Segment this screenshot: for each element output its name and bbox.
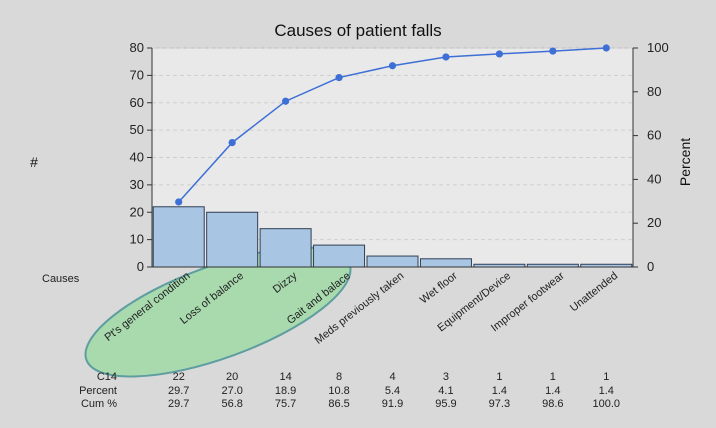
y-tick-label: 50: [130, 122, 144, 137]
y-axis-right: 0 20 40 60 80 100: [632, 40, 669, 274]
chart-title: Causes of patient falls: [274, 21, 441, 40]
y-tick-label: 80: [130, 40, 144, 55]
bar: [259, 228, 312, 268]
y2-tick-label: 20: [647, 215, 661, 230]
table-cell: 10.8: [328, 385, 349, 397]
category-label: Unattended: [568, 270, 620, 314]
y-tick-label: 70: [130, 67, 144, 82]
table-cell: 22: [173, 371, 185, 383]
table-cell: 1: [550, 371, 556, 383]
table-cell: 29.7: [168, 385, 189, 397]
cumulative-point: [228, 139, 236, 147]
bars: [152, 206, 633, 268]
cumulative-line: [175, 44, 610, 206]
data-table: C14 22 20 14 8 4 3 1 1 1 Percent 29.7 27.0 18.9 10.8 5.…: [79, 371, 620, 410]
cumulative-point: [175, 198, 183, 206]
x-axis-title: Causes: [42, 273, 80, 285]
y-tick-label: 10: [130, 232, 144, 247]
cumulative-point: [335, 73, 343, 82]
table-cell: 1.4: [545, 385, 560, 397]
table-cell: 29.7: [168, 398, 189, 410]
y-tick-label: 60: [130, 95, 144, 110]
table-cell: 56.8: [221, 398, 242, 410]
y-tick-label: 30: [130, 177, 144, 192]
table-cell: 8: [336, 371, 342, 383]
table-row-label: Cum %: [81, 398, 117, 410]
y-tick-label: 40: [130, 150, 144, 165]
cumulative-point: [602, 44, 610, 52]
table-cell: 1.4: [599, 385, 614, 397]
table-cell: 27.0: [221, 385, 242, 397]
table-row-label: Percent: [79, 385, 117, 397]
bar: [419, 258, 472, 268]
y-tick-label: 0: [137, 259, 144, 274]
table-cell: 14: [279, 371, 291, 383]
table-cell: 1.4: [492, 385, 507, 397]
y-axis-left: 0 10 20 30 40 50 60 70 80: [130, 40, 153, 274]
bar: [366, 255, 419, 268]
cumulative-point: [549, 47, 557, 55]
table-cell: 100.0: [593, 398, 621, 410]
cumulative-point: [442, 53, 450, 61]
y2-tick-label: 0: [647, 259, 654, 274]
bar: [206, 211, 259, 268]
table-cell: 98.6: [542, 398, 563, 410]
table-cell: 1: [496, 371, 502, 383]
bar: [152, 206, 205, 268]
category-label: Wet floor: [418, 270, 460, 307]
y2-tick-label: 60: [647, 128, 661, 143]
table-cell: 75.7: [275, 398, 296, 410]
cumulative-point: [495, 50, 503, 58]
bar: [313, 244, 366, 268]
y2-tick-label: 40: [647, 171, 661, 186]
table-row-label: C14: [97, 371, 117, 383]
y2-tick-label: 80: [647, 84, 661, 99]
y-axis-title: #: [30, 154, 38, 170]
cumulative-point: [388, 62, 397, 70]
y2-tick-label: 100: [647, 40, 669, 55]
y-tick-label: 20: [130, 204, 144, 219]
table-cell: 86.5: [328, 398, 349, 410]
table-cell: 4.1: [438, 385, 453, 397]
table-cell: 1: [603, 371, 609, 383]
table-cell: 95.9: [435, 398, 456, 410]
y2-axis-title: Percent: [677, 138, 693, 186]
table-cell: 91.9: [382, 398, 403, 410]
table-cell: 3: [443, 371, 449, 383]
table-cell: 5.4: [385, 385, 400, 397]
table-cell: 18.9: [275, 385, 296, 397]
cumulative-point: [282, 97, 290, 105]
table-cell: 20: [226, 371, 238, 383]
table-cell: 97.3: [489, 398, 510, 410]
table-cell: 4: [389, 371, 395, 383]
